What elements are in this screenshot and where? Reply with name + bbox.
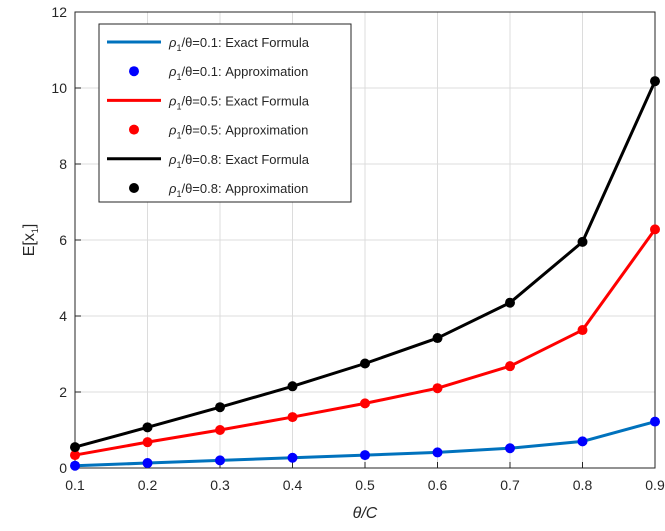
y-axis-label-sub: 1 [30, 228, 40, 233]
data-point [70, 450, 80, 461]
legend-label-sub: 1 [176, 101, 181, 111]
data-point [287, 381, 298, 392]
legend-label-rho: ρ [168, 152, 177, 167]
legend-marker-swatch [129, 183, 139, 193]
x-tick-label: 0.2 [138, 477, 158, 493]
y-tick-label: 2 [59, 384, 67, 400]
y-axis-label-close: ] [21, 224, 38, 228]
data-point [505, 297, 515, 308]
legend-label: ρ1/θ=0.8: Exact Formula [168, 152, 310, 170]
data-point [70, 442, 80, 453]
legend-label-rho: ρ [168, 35, 177, 50]
y-tick-label: 4 [59, 308, 67, 324]
series-3 [70, 224, 660, 461]
x-tick-label: 0.3 [210, 477, 230, 493]
legend-item: ρ1/θ=0.8: Approximation [129, 181, 308, 199]
data-point [432, 333, 443, 344]
data-point [577, 236, 588, 247]
data-point [142, 437, 153, 448]
y-tick-label: 12 [51, 4, 67, 20]
data-point [360, 450, 370, 461]
data-point [215, 402, 225, 413]
data-point [432, 383, 443, 394]
data-point [142, 422, 153, 433]
legend-label-sub: 1 [176, 72, 181, 82]
data-point [650, 416, 660, 427]
data-point [70, 460, 80, 471]
legend-label-rest: /θ=0.1: Exact Formula [181, 35, 309, 50]
series-5 [70, 76, 660, 453]
data-point [360, 398, 370, 409]
legend-label-rest: /θ=0.5: Exact Formula [181, 93, 309, 108]
data-point [650, 76, 660, 87]
data-point [215, 455, 225, 466]
x-tick-label: 0.9 [645, 477, 665, 493]
legend-label: ρ1/θ=0.5: Approximation [168, 123, 308, 141]
legend-label-rho: ρ [168, 64, 177, 79]
legend-item: ρ1/θ=0.5: Approximation [129, 123, 308, 141]
legend-label-rho: ρ [168, 123, 177, 138]
y-tick-label: 10 [51, 80, 67, 96]
legend-label: ρ1/θ=0.8: Approximation [168, 181, 308, 199]
y-axis-label-main: E[x [21, 233, 38, 256]
x-tick-label: 0.5 [355, 477, 375, 493]
legend-label-sub: 1 [176, 43, 181, 53]
legend-label: ρ1/θ=0.1: Exact Formula [168, 35, 310, 53]
x-tick-label: 0.1 [65, 477, 85, 493]
legend-marker-swatch [129, 124, 139, 135]
legend-label: ρ1/θ=0.1: Approximation [168, 64, 308, 82]
legend-label-rho: ρ [168, 93, 177, 108]
x-tick-label: 0.7 [500, 477, 520, 493]
data-point [287, 452, 298, 463]
data-point [287, 412, 298, 423]
legend-item: ρ1/θ=0.1: Approximation [129, 64, 308, 82]
data-point [360, 358, 370, 369]
axis-ticks: 0.1 0.2 0.3 0.4 0.5 0.6 0.7 0.8 0.9 0 2 4 6 8 10 12 [51, 4, 665, 493]
data-point [650, 224, 660, 235]
y-tick-label: 6 [59, 232, 67, 248]
data-point [505, 361, 515, 372]
legend-label-rest: /θ=0.1: Approximation [181, 64, 308, 79]
y-tick-label: 8 [59, 156, 67, 172]
legend-marker-swatch [129, 66, 139, 77]
x-tick-label: 0.6 [428, 477, 448, 493]
y-axis-label: E[x1] [21, 224, 40, 257]
grid-lines [74, 11, 656, 469]
legend-label-rho: ρ [168, 181, 177, 196]
legend-label-rest: /θ=0.8: Approximation [181, 181, 308, 196]
legend-box [98, 23, 352, 203]
legend-label-sub: 1 [176, 131, 181, 141]
data-point [432, 447, 443, 458]
data-point [577, 436, 588, 447]
x-axis-label: θ/C [353, 505, 378, 522]
data-point [142, 458, 153, 469]
series-1 [70, 416, 660, 471]
data-point [577, 325, 588, 336]
x-tick-label: 0.4 [283, 477, 303, 493]
data-point [505, 443, 515, 454]
legend-label: ρ1/θ=0.5: Exact Formula [168, 93, 310, 111]
legend-label-sub: 1 [176, 189, 181, 199]
legend-label-sub: 1 [176, 160, 181, 170]
x-tick-label: 0.8 [573, 477, 593, 493]
legend-label-rest: /θ=0.5: Approximation [181, 123, 308, 138]
data-point [215, 425, 225, 435]
legend-label-rest: /θ=0.8: Exact Formula [181, 152, 309, 167]
legend-item: ρ1/θ=0.5: Exact Formula [107, 93, 310, 111]
y-tick-label: 0 [59, 460, 67, 476]
legend-item: ρ1/θ=0.8: Exact Formula [107, 152, 310, 170]
data-series [70, 76, 660, 471]
legend-item: ρ1/θ=0.1: Exact Formula [107, 35, 310, 53]
